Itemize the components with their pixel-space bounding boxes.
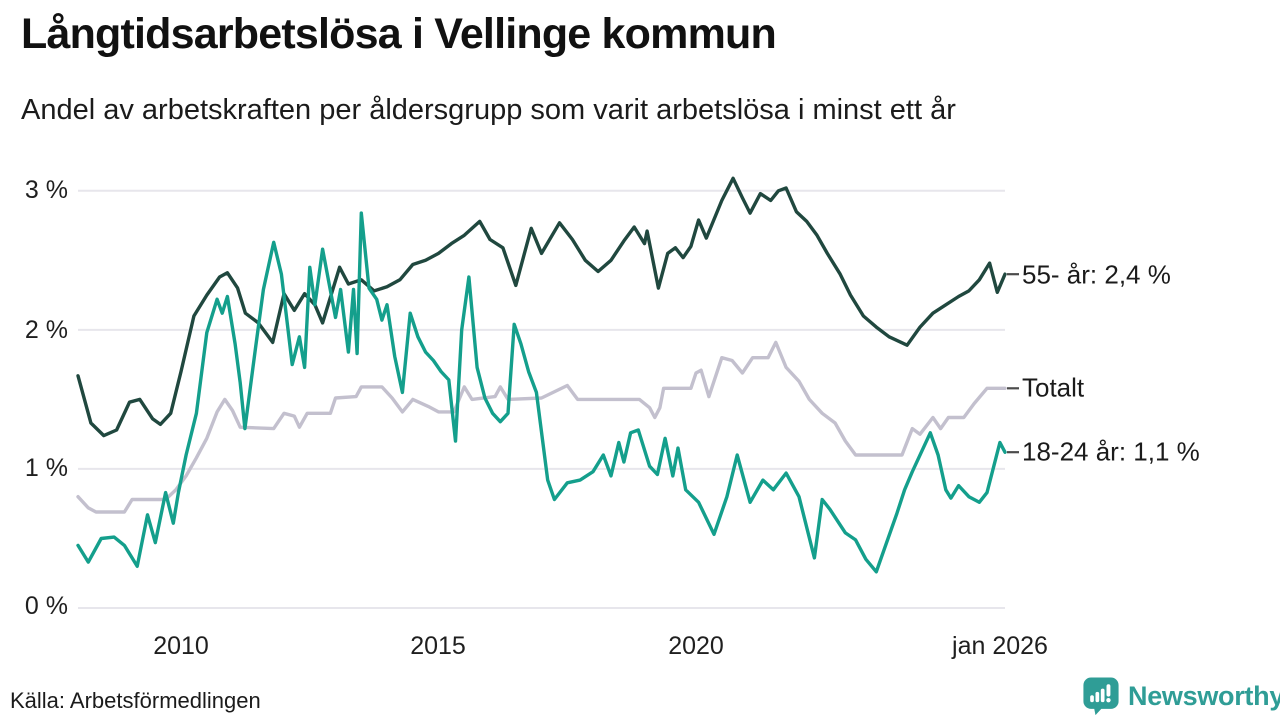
page-subtitle: Andel av arbetskraften per åldersgrupp s… xyxy=(21,94,956,126)
newsworthy-logo: Newsworthy xyxy=(1082,676,1280,716)
y-axis-tick-1: 1 % xyxy=(24,453,68,482)
x-axis-tick-2015: 2015 xyxy=(410,632,466,660)
newsworthy-wordmark: Newsworthy xyxy=(1128,680,1280,711)
series-label-55-plus: 55- år: 2,4 % xyxy=(1022,259,1171,290)
newsworthy-bubble-icon xyxy=(1083,677,1119,716)
y-axis-tick-3: 3 % xyxy=(24,175,68,204)
source-note: Källa: Arbetsförmedlingen xyxy=(10,688,261,713)
y-axis-tick-0: 0 % xyxy=(24,591,68,620)
page-title: Långtidsarbetslösa i Vellinge kommun xyxy=(21,10,777,58)
series-label-totalt: Totalt xyxy=(1022,372,1085,403)
y-axis-tick-2: 2 % xyxy=(24,315,68,344)
x-axis-tick-jan-2026: jan 2026 xyxy=(952,632,1048,660)
x-axis-tick-2010: 2010 xyxy=(153,632,209,660)
series-label-18-24: 18-24 år: 1,1 % xyxy=(1022,436,1200,467)
x-axis-tick-2020: 2020 xyxy=(668,632,724,660)
